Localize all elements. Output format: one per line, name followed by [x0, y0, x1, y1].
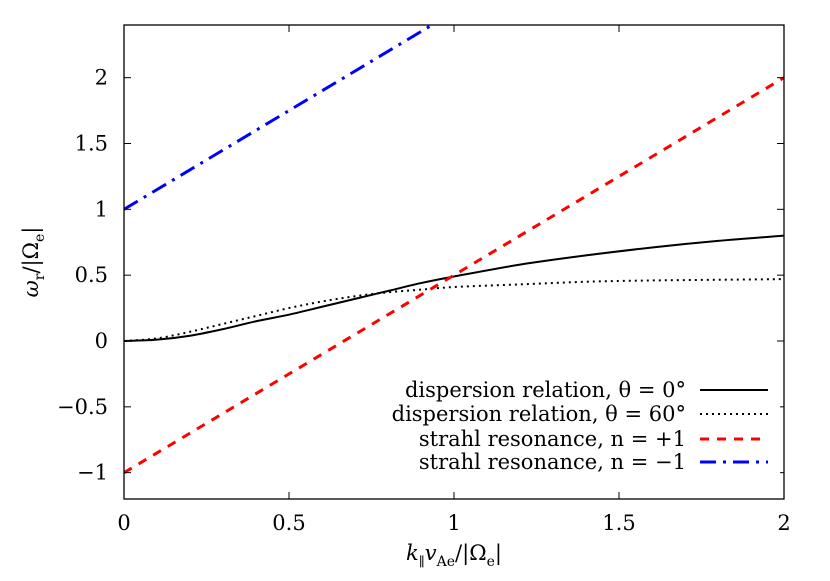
- y-axis-ticks: −1 −0.5 0 0.5 1 1.5 2: [57, 66, 784, 485]
- legend-label-3: strahl resonance, n = −1: [419, 450, 686, 474]
- x-tick-label: 0: [117, 511, 130, 535]
- y-tick-label: 1.5: [75, 132, 108, 156]
- y-axis-label: ωr/|Ωe|: [19, 227, 48, 298]
- series-line-1: [124, 278, 784, 342]
- y-tick-label: 0.5: [75, 263, 108, 287]
- series-line-0: [124, 234, 784, 342]
- x-axis-ticks: 0 0.5 1 1.5 2: [117, 25, 791, 535]
- legend-label-0: dispersion relation, θ = 0°: [405, 378, 686, 402]
- x-tick-label: 1: [447, 511, 460, 535]
- legend: dispersion relation, θ = 0°dispersion re…: [380, 378, 780, 474]
- y-tick-label: −1: [77, 461, 108, 485]
- x-tick-label: 0.5: [272, 511, 305, 535]
- x-tick-label: 1.5: [602, 511, 635, 535]
- y-tick-label: 1: [95, 197, 108, 221]
- x-tick-label: 2: [777, 511, 790, 535]
- y-tick-label: 0: [95, 329, 108, 353]
- legend-label-1: dispersion relation, θ = 60°: [392, 402, 686, 426]
- series-line-3: [124, 25, 433, 211]
- y-tick-label: 2: [95, 66, 108, 90]
- plot-lines: [124, 25, 784, 474]
- x-axis-label: k∥vAe/|Ωe|: [406, 541, 502, 570]
- y-tick-label: −0.5: [57, 395, 108, 419]
- legend-label-2: strahl resonance, n = +1: [419, 427, 686, 451]
